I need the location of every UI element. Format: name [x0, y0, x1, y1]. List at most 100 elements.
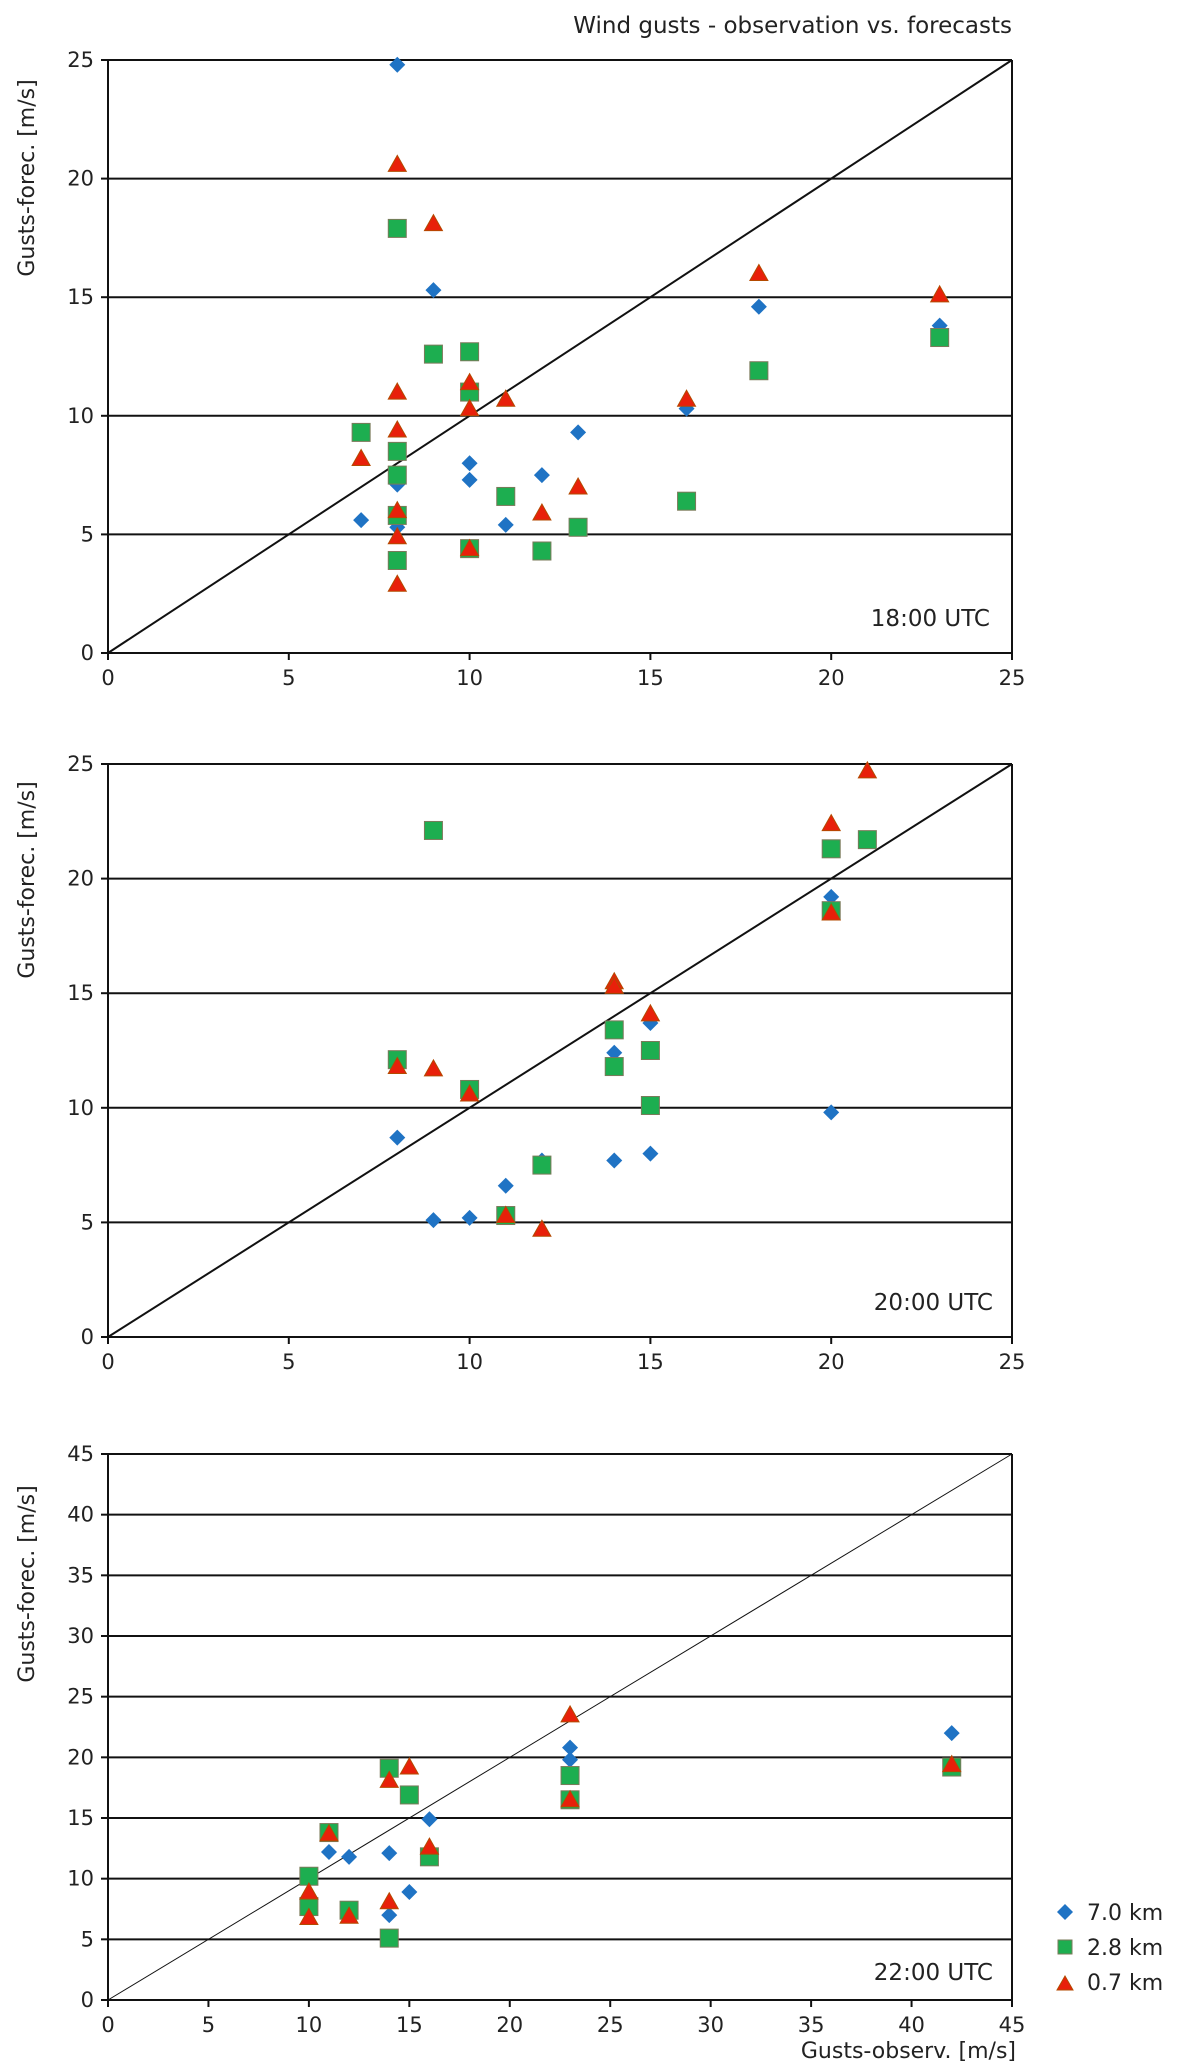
data-point-diamond — [823, 888, 840, 905]
series-2-8-km — [351, 218, 950, 570]
data-point-diamond — [389, 1129, 406, 1146]
series-0-7-km — [387, 760, 878, 1237]
data-point-diamond — [461, 1209, 478, 1226]
data-point-triangle — [568, 476, 588, 495]
y-tick-label: 5 — [81, 522, 94, 546]
y-tick-label: 10 — [67, 1096, 94, 1120]
x-tick-label: 5 — [282, 666, 295, 690]
series-7-0-km — [353, 56, 948, 536]
data-point-diamond — [421, 1811, 438, 1828]
data-point-triangle — [560, 1789, 580, 1808]
data-point-diamond — [401, 1884, 418, 1901]
data-point-square — [604, 1057, 624, 1077]
legend-marker-square — [1057, 1939, 1073, 1955]
data-point-triangle — [532, 503, 552, 521]
data-point-diamond — [497, 516, 514, 533]
data-point-triangle — [459, 1084, 480, 1102]
series-2-8-km — [387, 820, 877, 1226]
data-point-square — [399, 1785, 419, 1805]
series-7-0-km — [389, 888, 840, 1229]
legend: 7.0 km 2.8 km 0.7 km — [1056, 1901, 1163, 1996]
data-point-square — [387, 550, 407, 570]
data-point-diamond — [381, 1907, 398, 1924]
y-tick-label: 25 — [67, 48, 94, 72]
reference-line — [107, 59, 1013, 654]
panel-label: 18:00 UTC — [871, 606, 990, 632]
data-point-diamond — [425, 282, 442, 299]
panel-22utc: Gusts-forec. [m/s] 22:00 UTC Gusts-obser… — [15, 1485, 1016, 2064]
data-point-diamond — [606, 1152, 623, 1169]
y-tick-label: 0 — [81, 1325, 94, 1349]
data-point-square — [604, 1020, 624, 1040]
data-point-diamond — [562, 1751, 579, 1768]
data-point-square — [423, 344, 443, 364]
data-point-square — [460, 342, 480, 362]
y-tick-label: 25 — [67, 752, 94, 776]
x-tick-label: 20 — [818, 666, 845, 690]
x-tick-label: 10 — [456, 666, 483, 690]
data-point-triangle — [459, 372, 480, 391]
data-point-square — [821, 839, 841, 859]
data-point-square — [351, 422, 371, 442]
data-point-triangle — [299, 1907, 319, 1925]
x-tick-label: 5 — [202, 2013, 215, 2037]
x-tick-label: 0 — [101, 1350, 114, 1374]
data-point-diamond — [562, 1739, 579, 1756]
data-point-square — [857, 830, 877, 850]
legend-marker-triangle — [1056, 1974, 1074, 1991]
x-tick-label: 15 — [396, 2013, 423, 2037]
x-axis-label: Gusts-observ. [m/s] — [801, 2039, 1016, 2064]
legend-item: 0.7 km — [1056, 1971, 1163, 1996]
data-point-diamond — [353, 512, 370, 529]
data-point-diamond — [943, 1725, 960, 1742]
data-point-triangle — [604, 976, 625, 994]
plot-area-3: 0 5 10 15 20 25 30 35 40 45 0 5 10 15 20 25 30 35 40 45 — [67, 1442, 1025, 2037]
data-point-square — [532, 1155, 552, 1175]
data-point-square — [387, 465, 407, 485]
y-tick-label: 10 — [67, 1867, 94, 1891]
x-tick-label: 45 — [999, 2013, 1026, 2037]
data-point-triangle — [676, 389, 697, 407]
data-point-triangle — [339, 1906, 359, 1924]
data-point-square — [387, 441, 407, 461]
legend-item: 2.8 km — [1057, 1936, 1163, 1961]
y-tick-label: 0 — [81, 1988, 94, 2012]
data-point-diamond — [606, 1044, 623, 1061]
data-point-triangle — [423, 213, 444, 232]
data-point-diamond — [750, 298, 767, 315]
reference-line — [107, 1453, 1013, 2001]
reference-line — [107, 763, 1013, 1338]
x-tick-label: 35 — [798, 2013, 825, 2037]
legend-label: 7.0 km — [1087, 1901, 1163, 1926]
data-point-triangle — [379, 1891, 400, 1910]
y-tick-label: 5 — [81, 1210, 94, 1234]
y-tick-label: 15 — [67, 1806, 94, 1830]
y-tick-label: 15 — [67, 981, 94, 1005]
x-tick-label: 10 — [456, 1350, 483, 1374]
x-tick-label: 25 — [999, 666, 1026, 690]
data-point-triangle — [495, 389, 516, 407]
y-tick-label: 5 — [81, 1927, 94, 1951]
series-2-8-km — [299, 1757, 962, 1948]
data-point-square — [930, 328, 950, 348]
data-point-diamond — [425, 1212, 442, 1229]
y-tick-label: 15 — [67, 285, 94, 309]
data-point-triangle — [299, 1881, 319, 1900]
data-point-triangle — [387, 420, 408, 438]
data-point-square — [640, 1096, 660, 1116]
panel-label: 22:00 UTC — [874, 1960, 993, 1986]
x-tick-label: 20 — [496, 2013, 523, 2037]
x-tick-label: 30 — [697, 2013, 724, 2037]
data-point-triangle — [423, 1058, 444, 1077]
legend-marker-diamond — [1057, 1904, 1073, 1920]
data-point-triangle — [387, 574, 408, 592]
data-point-square — [560, 1766, 580, 1786]
data-point-square — [423, 820, 443, 840]
data-point-diamond — [823, 1104, 840, 1121]
data-point-square — [640, 1041, 660, 1060]
data-point-triangle — [387, 1056, 408, 1075]
data-point-triangle — [379, 1770, 400, 1788]
data-point-triangle — [821, 902, 842, 921]
panel-20utc: Gusts-forec. [m/s] 20:00 UTC — [15, 781, 993, 1316]
x-tick-label: 40 — [898, 2013, 925, 2037]
